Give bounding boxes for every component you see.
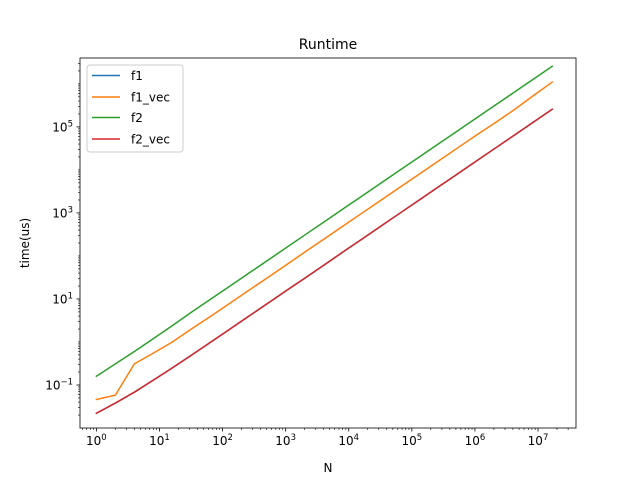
y-axis-ticks: 10−1 101 103 105 (45, 119, 80, 392)
series-lines (95, 65, 554, 415)
chart-title: Runtime (299, 37, 357, 53)
y-tick-label: 10−1 (45, 377, 73, 392)
y-tick-label: 101 (52, 291, 73, 306)
legend-f2-label: f2 (131, 111, 143, 125)
x-tick-label: 102 (212, 433, 233, 448)
x-tick-label: 103 (275, 433, 296, 448)
y-axis-label: time(us) (18, 218, 32, 268)
series-line-f1_vec (95, 81, 554, 401)
x-axis-label: N (324, 461, 333, 475)
legend-f1_vec-label: f1_vec (131, 91, 170, 105)
axes-frame (79, 57, 577, 429)
x-tick-label: 101 (149, 433, 170, 448)
y-tick-label: 103 (52, 205, 73, 220)
x-tick-label: 100 (86, 433, 107, 448)
legend-f1-label: f1 (131, 69, 143, 83)
series-line-f2_vec (95, 108, 554, 415)
legend: f1 f1_vec f2 f2_vec (86, 64, 184, 153)
legend-f2_vec-label: f2_vec (131, 133, 170, 147)
x-tick-label: 106 (465, 433, 486, 448)
series-line-f2 (95, 65, 554, 378)
x-tick-label: 105 (401, 433, 422, 448)
y-tick-label: 105 (52, 119, 73, 134)
x-axis-ticks: 100 101 102 103 104 105 106 107 (86, 428, 548, 448)
x-tick-label: 104 (338, 433, 359, 448)
x-tick-label: 107 (528, 433, 549, 448)
legend-box (86, 64, 184, 153)
